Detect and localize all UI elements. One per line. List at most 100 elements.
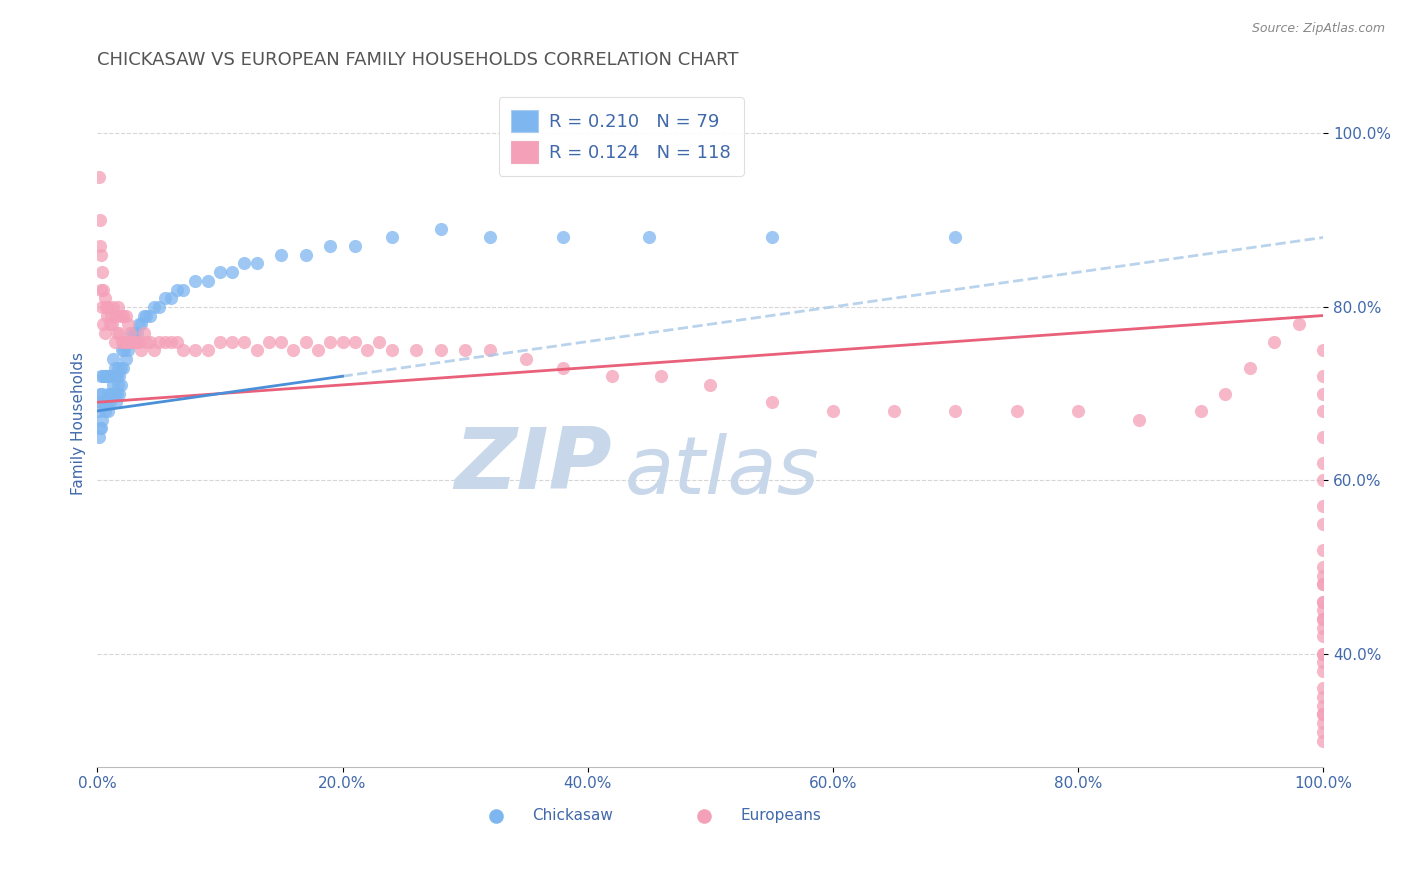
Text: Source: ZipAtlas.com: Source: ZipAtlas.com	[1251, 22, 1385, 36]
Point	[172, 343, 194, 358]
Point	[221, 334, 243, 349]
Point	[600, 369, 623, 384]
Point	[1312, 577, 1334, 591]
Point	[111, 334, 134, 349]
Point	[1312, 733, 1334, 747]
Point	[184, 274, 207, 288]
Point	[208, 265, 231, 279]
Point	[105, 326, 128, 340]
Point	[381, 343, 404, 358]
Point	[122, 326, 145, 340]
Point	[108, 369, 131, 384]
Point	[1312, 690, 1334, 705]
Point	[1263, 334, 1285, 349]
Point	[1312, 560, 1334, 574]
Point	[131, 317, 153, 331]
Point	[1312, 595, 1334, 609]
Point	[104, 369, 127, 384]
Point	[101, 386, 124, 401]
Point	[89, 386, 111, 401]
Point	[1189, 404, 1212, 418]
Point	[117, 343, 139, 358]
Point	[1312, 707, 1334, 722]
Point	[93, 326, 115, 340]
Point	[128, 317, 150, 331]
Point	[115, 334, 138, 349]
Point	[139, 309, 162, 323]
Point	[638, 230, 661, 244]
Point	[1312, 369, 1334, 384]
Legend: R = 0.210   N = 79, R = 0.124   N = 118: R = 0.210 N = 79, R = 0.124 N = 118	[499, 97, 744, 176]
Point	[1312, 707, 1334, 722]
Point	[429, 343, 451, 358]
Point	[1312, 542, 1334, 557]
Point	[121, 326, 143, 340]
Point	[97, 300, 120, 314]
Point	[405, 343, 427, 358]
Point	[98, 317, 121, 331]
Point	[553, 360, 575, 375]
Point	[1312, 621, 1334, 635]
Point	[1312, 698, 1334, 713]
Point	[128, 334, 150, 349]
Point	[103, 360, 125, 375]
Point	[104, 309, 127, 323]
Point	[1312, 516, 1334, 531]
Point	[135, 334, 157, 349]
Point	[184, 343, 207, 358]
Point	[160, 291, 183, 305]
Point	[478, 230, 501, 244]
Point	[117, 317, 139, 331]
Point	[1312, 664, 1334, 678]
Point	[89, 239, 111, 253]
Point	[945, 230, 967, 244]
Point	[90, 421, 112, 435]
Point	[515, 351, 537, 366]
Point	[89, 421, 111, 435]
Point	[233, 334, 256, 349]
Point	[112, 334, 135, 349]
Point	[91, 386, 114, 401]
Point	[1128, 412, 1150, 426]
Point	[478, 343, 501, 358]
Point	[553, 230, 575, 244]
Point	[98, 395, 121, 409]
Point	[93, 395, 115, 409]
Point	[94, 369, 117, 384]
Point	[821, 404, 844, 418]
Point	[1312, 456, 1334, 470]
Point	[1312, 629, 1334, 643]
Point	[1312, 404, 1334, 418]
Point	[153, 291, 176, 305]
Point	[131, 343, 153, 358]
Point	[132, 326, 155, 340]
Point	[1213, 386, 1236, 401]
Point	[1312, 568, 1334, 582]
Point	[94, 395, 117, 409]
Point	[107, 378, 129, 392]
Point	[233, 256, 256, 270]
Point	[166, 334, 188, 349]
Point	[319, 239, 342, 253]
Point	[1312, 612, 1334, 626]
Point	[332, 334, 354, 349]
Point	[429, 221, 451, 235]
Point	[356, 343, 378, 358]
Point	[91, 265, 114, 279]
Point	[1312, 656, 1334, 670]
Point	[270, 334, 292, 349]
Point	[115, 334, 138, 349]
Point	[93, 317, 115, 331]
Point	[270, 248, 292, 262]
Point	[246, 343, 269, 358]
Point	[1312, 724, 1334, 739]
Point	[208, 334, 231, 349]
Point	[307, 343, 329, 358]
Point	[135, 309, 157, 323]
Point	[87, 404, 110, 418]
Point	[1312, 647, 1334, 661]
Point	[97, 404, 120, 418]
Point	[114, 351, 136, 366]
Point	[1312, 500, 1334, 514]
Point	[93, 283, 115, 297]
